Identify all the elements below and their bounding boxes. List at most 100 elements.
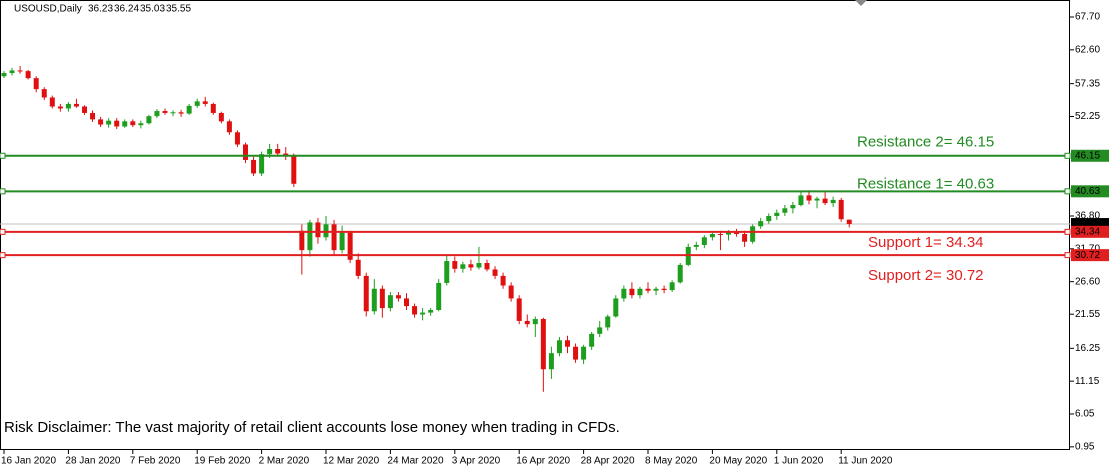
price-label: 35.55 (1075, 219, 1100, 230)
candle-body (726, 232, 731, 235)
ohlc-open: 36.23 (88, 4, 113, 15)
candle-body (766, 215, 772, 222)
candle-body (186, 105, 192, 114)
plot-frame (0, 0, 1070, 450)
candle-body (275, 149, 281, 154)
candle-body (734, 232, 740, 235)
candle-body (750, 226, 756, 242)
candle-body (701, 237, 707, 245)
y-tick-label: 11.15 (1075, 376, 1100, 387)
level-anchor (1064, 188, 1071, 195)
candle-body (25, 71, 31, 79)
level-box (1071, 249, 1109, 262)
x-tick-label: 7 Feb 2020 (130, 456, 181, 467)
level-value: 34.34 (1075, 226, 1100, 237)
candle-body (9, 70, 15, 74)
level-box (1071, 225, 1109, 238)
candle-body (782, 208, 788, 213)
candle-body (822, 198, 828, 204)
candle-body (387, 295, 393, 309)
candle-body (709, 234, 715, 238)
candle-body (846, 219, 852, 225)
level-value: 46.15 (1075, 150, 1100, 161)
candle-body (669, 282, 675, 291)
candle-body (613, 298, 619, 317)
candle-body (452, 261, 458, 269)
level-anchor (0, 252, 6, 259)
candle-body (806, 195, 812, 201)
candle-body (234, 132, 240, 145)
candle-body (395, 295, 401, 299)
disclaimer: Risk Disclaimer: The vast majority of re… (4, 419, 620, 436)
candle-body (347, 232, 353, 260)
level-box (1071, 149, 1109, 162)
candle-body (106, 120, 112, 125)
candle-body (323, 224, 329, 238)
chart-title: USOUSD,Daily (14, 4, 82, 15)
candle-body (492, 269, 498, 276)
level-value: 40.63 (1075, 186, 1100, 197)
candle-body (412, 306, 418, 315)
candle-body (315, 222, 321, 238)
candle-body (218, 112, 224, 122)
level-anchor (0, 228, 6, 235)
candle-body (605, 316, 611, 328)
x-tick-label: 28 Jan 2020 (65, 456, 120, 467)
candle-body (508, 285, 514, 299)
candle-body (814, 198, 820, 201)
candle-body (41, 89, 47, 98)
candle-body (355, 259, 361, 276)
candle-body (162, 111, 168, 113)
candle-body (436, 282, 442, 311)
level-label: Support 2= 30.72 (868, 267, 984, 284)
level-anchor (0, 188, 6, 195)
candle-body (653, 288, 659, 291)
level-anchor (1064, 152, 1071, 159)
candle-body (637, 288, 643, 296)
candle-body (49, 97, 55, 107)
x-tick-label: 28 Apr 2020 (581, 456, 635, 467)
y-tick-label: 16.25 (1075, 343, 1100, 354)
candle-body (267, 149, 273, 155)
x-tick-label: 3 Apr 2020 (452, 456, 501, 467)
y-tick-label: 52.25 (1075, 111, 1100, 122)
level-anchor (1064, 228, 1071, 235)
candle-body (404, 298, 409, 307)
candle-body (170, 112, 176, 114)
candle-body (629, 288, 635, 296)
x-tick-label: 19 Feb 2020 (194, 456, 251, 467)
candle-body (138, 123, 144, 126)
candle-body (838, 199, 844, 220)
x-tick-label: 8 May 2020 (645, 456, 698, 467)
candle-body (573, 346, 579, 360)
candle-body (251, 159, 257, 174)
candle-body (717, 234, 723, 236)
candle-body (677, 264, 683, 283)
ohlc-high: 36.24 (114, 4, 139, 15)
x-tick-label: 11 Jun 2020 (838, 456, 893, 467)
candle-body (645, 288, 651, 291)
candle-body (790, 205, 796, 209)
candle-body (82, 106, 87, 113)
level-anchor (0, 152, 6, 159)
shift-marker (855, 0, 867, 6)
y-tick-label: 57.35 (1075, 78, 1100, 89)
candle-body (540, 319, 546, 370)
candle-body (33, 78, 39, 90)
level-anchor (1064, 252, 1071, 259)
ohlc-close: 35.55 (166, 4, 191, 15)
x-tick-label: 24 Mar 2020 (387, 456, 444, 467)
candle-body (830, 199, 836, 204)
candle-body (758, 221, 764, 227)
candle-body (291, 155, 297, 184)
candle-body (589, 333, 595, 347)
candle-body (371, 288, 377, 312)
y-tick-label: 36.80 (1075, 211, 1100, 222)
y-tick-label: 21.55 (1075, 309, 1100, 320)
candle-body (202, 101, 208, 104)
candle-body (90, 112, 96, 120)
candle-body (500, 275, 506, 286)
candle-body (154, 111, 160, 117)
candle-body (130, 121, 136, 126)
